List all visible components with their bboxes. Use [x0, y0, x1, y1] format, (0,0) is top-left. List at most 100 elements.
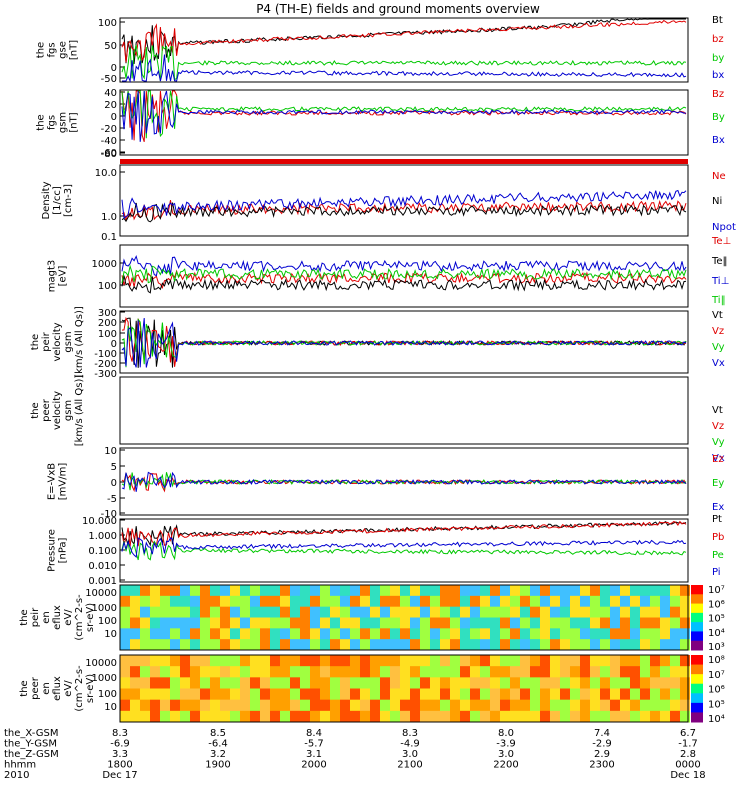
- y-axis-label-line: peer: [41, 398, 52, 422]
- spectrogram-cell: [440, 585, 450, 597]
- spectrogram-cell: [190, 585, 200, 597]
- spectrogram-cell: [410, 639, 420, 651]
- spectrogram-cell: [440, 710, 450, 723]
- legend-Ex: Ex: [712, 502, 724, 513]
- spectrogram-cell: [590, 628, 600, 640]
- spectrogram-cell: [360, 606, 370, 618]
- spectrogram-cell: [440, 666, 450, 678]
- spectrogram-cell: [360, 585, 370, 597]
- y-tick-label: 10: [104, 446, 117, 457]
- spectrogram-cell: [580, 710, 590, 723]
- spectrogram-cell: [600, 628, 610, 640]
- y-tick-label: -80: [101, 149, 117, 160]
- spectrogram-cell: [180, 710, 190, 723]
- spectrogram-cell: [470, 606, 480, 618]
- x-tick-label: 8.4: [306, 728, 322, 739]
- y-tick-label: 10.000: [82, 516, 117, 527]
- spectrogram-cell: [630, 688, 640, 701]
- spectrogram-cell: [600, 585, 610, 597]
- spectrogram-cell: [280, 585, 290, 597]
- spectrogram-cell: [560, 628, 570, 640]
- legend-Bz: Bz: [712, 89, 724, 100]
- spectrogram-cell: [470, 710, 480, 723]
- spectrogram-cell: [350, 639, 360, 651]
- y-axis-label-line: gsm: [63, 331, 74, 352]
- spectrogram-cell: [330, 606, 340, 618]
- spectrogram-cell: [660, 628, 670, 640]
- spectrogram-cell: [510, 585, 520, 597]
- spectrogram-cell: [540, 710, 550, 723]
- spectrogram-cell: [310, 666, 320, 678]
- spectrogram-cell: [310, 655, 320, 667]
- spectrogram-cell: [290, 688, 300, 701]
- spectrogram-cell: [390, 688, 400, 701]
- spectrogram-cell: [230, 595, 240, 608]
- spectrogram-cell: [680, 688, 690, 701]
- spectrogram-cell: [280, 710, 290, 723]
- colorbar-segment: [691, 683, 703, 694]
- x-tick-label: 8.3: [402, 728, 418, 739]
- spectrogram-cell: [190, 606, 200, 618]
- spectrogram-cell: [660, 688, 670, 701]
- spectrogram-cell: [370, 595, 380, 608]
- spectrogram-cell: [400, 595, 410, 608]
- spectrogram-cell: [400, 699, 410, 712]
- spectrogram-cell: [500, 699, 510, 712]
- spectrogram-cell: [430, 655, 440, 667]
- spectrogram-cell: [500, 688, 510, 701]
- spectrogram-cell: [320, 595, 330, 608]
- spectrogram-cell: [140, 688, 150, 701]
- spectrogram-cell: [380, 639, 390, 651]
- spectrogram-cell: [190, 655, 200, 667]
- spectrogram-cell: [210, 655, 220, 667]
- spectrogram-cell: [540, 606, 550, 618]
- spectrogram-cell: [360, 655, 370, 667]
- spectrogram-cell: [590, 655, 600, 667]
- spectrogram-cell: [160, 628, 170, 640]
- y-axis-label-line: (cm^2-s-: [74, 594, 85, 641]
- spectrogram-cell: [600, 666, 610, 678]
- spectrogram-cell: [460, 617, 470, 629]
- panel-peer_velocity: thepeervelocitygsm[km/s (All Qs)] Vt Vz Vy V…: [30, 375, 725, 464]
- spectrogram-cell: [220, 710, 230, 723]
- spectrogram-cell: [530, 595, 540, 608]
- spectrogram-cell: [330, 655, 340, 667]
- legend-bx: bx: [712, 70, 724, 81]
- spectrogram-cell: [180, 677, 190, 689]
- spectrogram-cell: [670, 677, 680, 689]
- series-Bz: [121, 90, 687, 143]
- spectrogram-cell: [170, 677, 180, 689]
- panel-frame: [119, 584, 689, 651]
- spectrogram-cell: [480, 606, 490, 618]
- spectrogram-cell: [540, 699, 550, 712]
- y-axis-label-line: (cm^2-s-: [74, 665, 85, 712]
- x-tick-label: 2200: [493, 760, 518, 771]
- spectrogram-cell: [390, 639, 400, 651]
- y-tick-label: -60: [101, 148, 117, 159]
- x-tick-label: 6.7: [680, 728, 696, 739]
- colorbar-segment: [691, 594, 703, 605]
- spectrogram-cell: [410, 710, 420, 723]
- spectrogram-cell: [570, 585, 580, 597]
- legend-Te‖: Te‖: [711, 256, 728, 267]
- spectrogram-cell: [190, 617, 200, 629]
- spectrogram-cell: [540, 628, 550, 640]
- y-tick-label: 100: [98, 281, 117, 292]
- y-tick-label: -40: [101, 136, 117, 147]
- spectrogram-cell: [340, 699, 350, 712]
- y-tick-label: 0.010: [88, 561, 117, 572]
- spectrogram-cell: [150, 710, 160, 723]
- series-Pb: [121, 520, 687, 547]
- spectrogram-cell: [550, 628, 560, 640]
- spectrogram-cell: [500, 617, 510, 629]
- y-axis-label: thefgsgse[nT]: [36, 40, 80, 60]
- data-quality-band: [120, 159, 688, 164]
- spectrogram-cell: [570, 699, 580, 712]
- spectrogram-cell: [560, 699, 570, 712]
- spectrogram-cell: [410, 595, 420, 608]
- y-axis-label-line: E=-VxB: [47, 463, 58, 500]
- spectrogram-cell: [270, 666, 280, 678]
- spectrogram-cell: [190, 677, 200, 689]
- legend-Bt: Bt: [712, 15, 723, 26]
- spectrogram-cell: [160, 699, 170, 712]
